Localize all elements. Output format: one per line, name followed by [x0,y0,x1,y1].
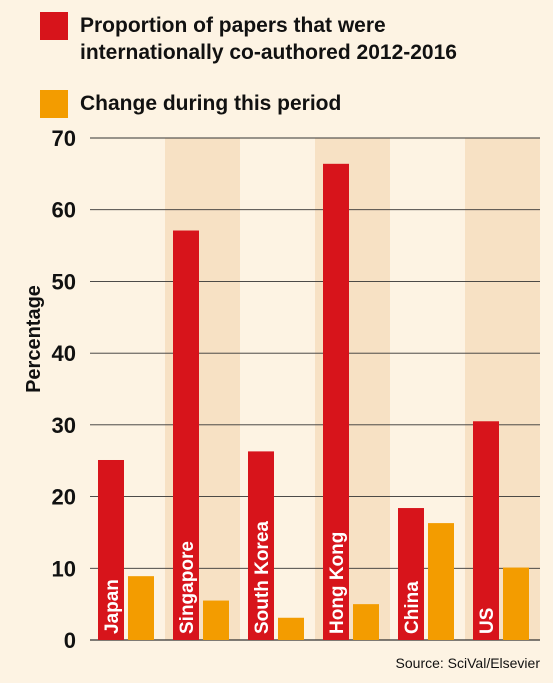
y-axis-label: Percentage [23,285,45,393]
bar-proportion [473,421,499,640]
legend-label-proportion: Proportion of papers that were internatio… [80,14,457,64]
bar-change [278,617,304,640]
legend-swatch-proportion [40,12,68,40]
bar-change [428,523,454,640]
y-tick-label: 50 [52,269,76,294]
category-label: Japan [102,579,123,634]
y-tick-label: 40 [52,341,76,366]
bar-change [203,600,229,640]
category-label: China [402,581,423,634]
gridlines [90,137,540,641]
category-labels: Japan Singapore South Korea Hong Kong China U… [102,521,498,634]
category-label: Singapore [177,541,198,634]
bar-proportion [323,163,349,640]
bar-proportion [98,459,124,640]
bar-proportion [398,508,424,640]
bar-change [353,604,379,640]
bar-change [503,567,529,640]
legend-label-change: Change during this period [80,92,341,115]
legend: Proportion of papers that were internatio… [40,12,457,118]
category-label: South Korea [252,521,273,634]
bar-proportion [248,451,274,640]
y-tick-label: 20 [52,485,76,510]
category-label: US [477,608,498,634]
bar-proportion [173,230,199,641]
bar-change [128,576,154,640]
category-label: Hong Kong [327,532,348,634]
y-tick-label: 60 [52,198,76,223]
y-tick-label: 0 [64,628,76,653]
y-tick-label: 10 [52,556,76,581]
y-axis-ticks: 0 10 20 30 40 50 60 70 [52,126,76,653]
legend-swatch-change [40,90,68,118]
y-tick-label: 70 [52,126,76,151]
y-tick-label: 30 [52,413,76,438]
bars [98,163,529,641]
source-note: Source: SciVal/Elsevier [396,655,541,671]
